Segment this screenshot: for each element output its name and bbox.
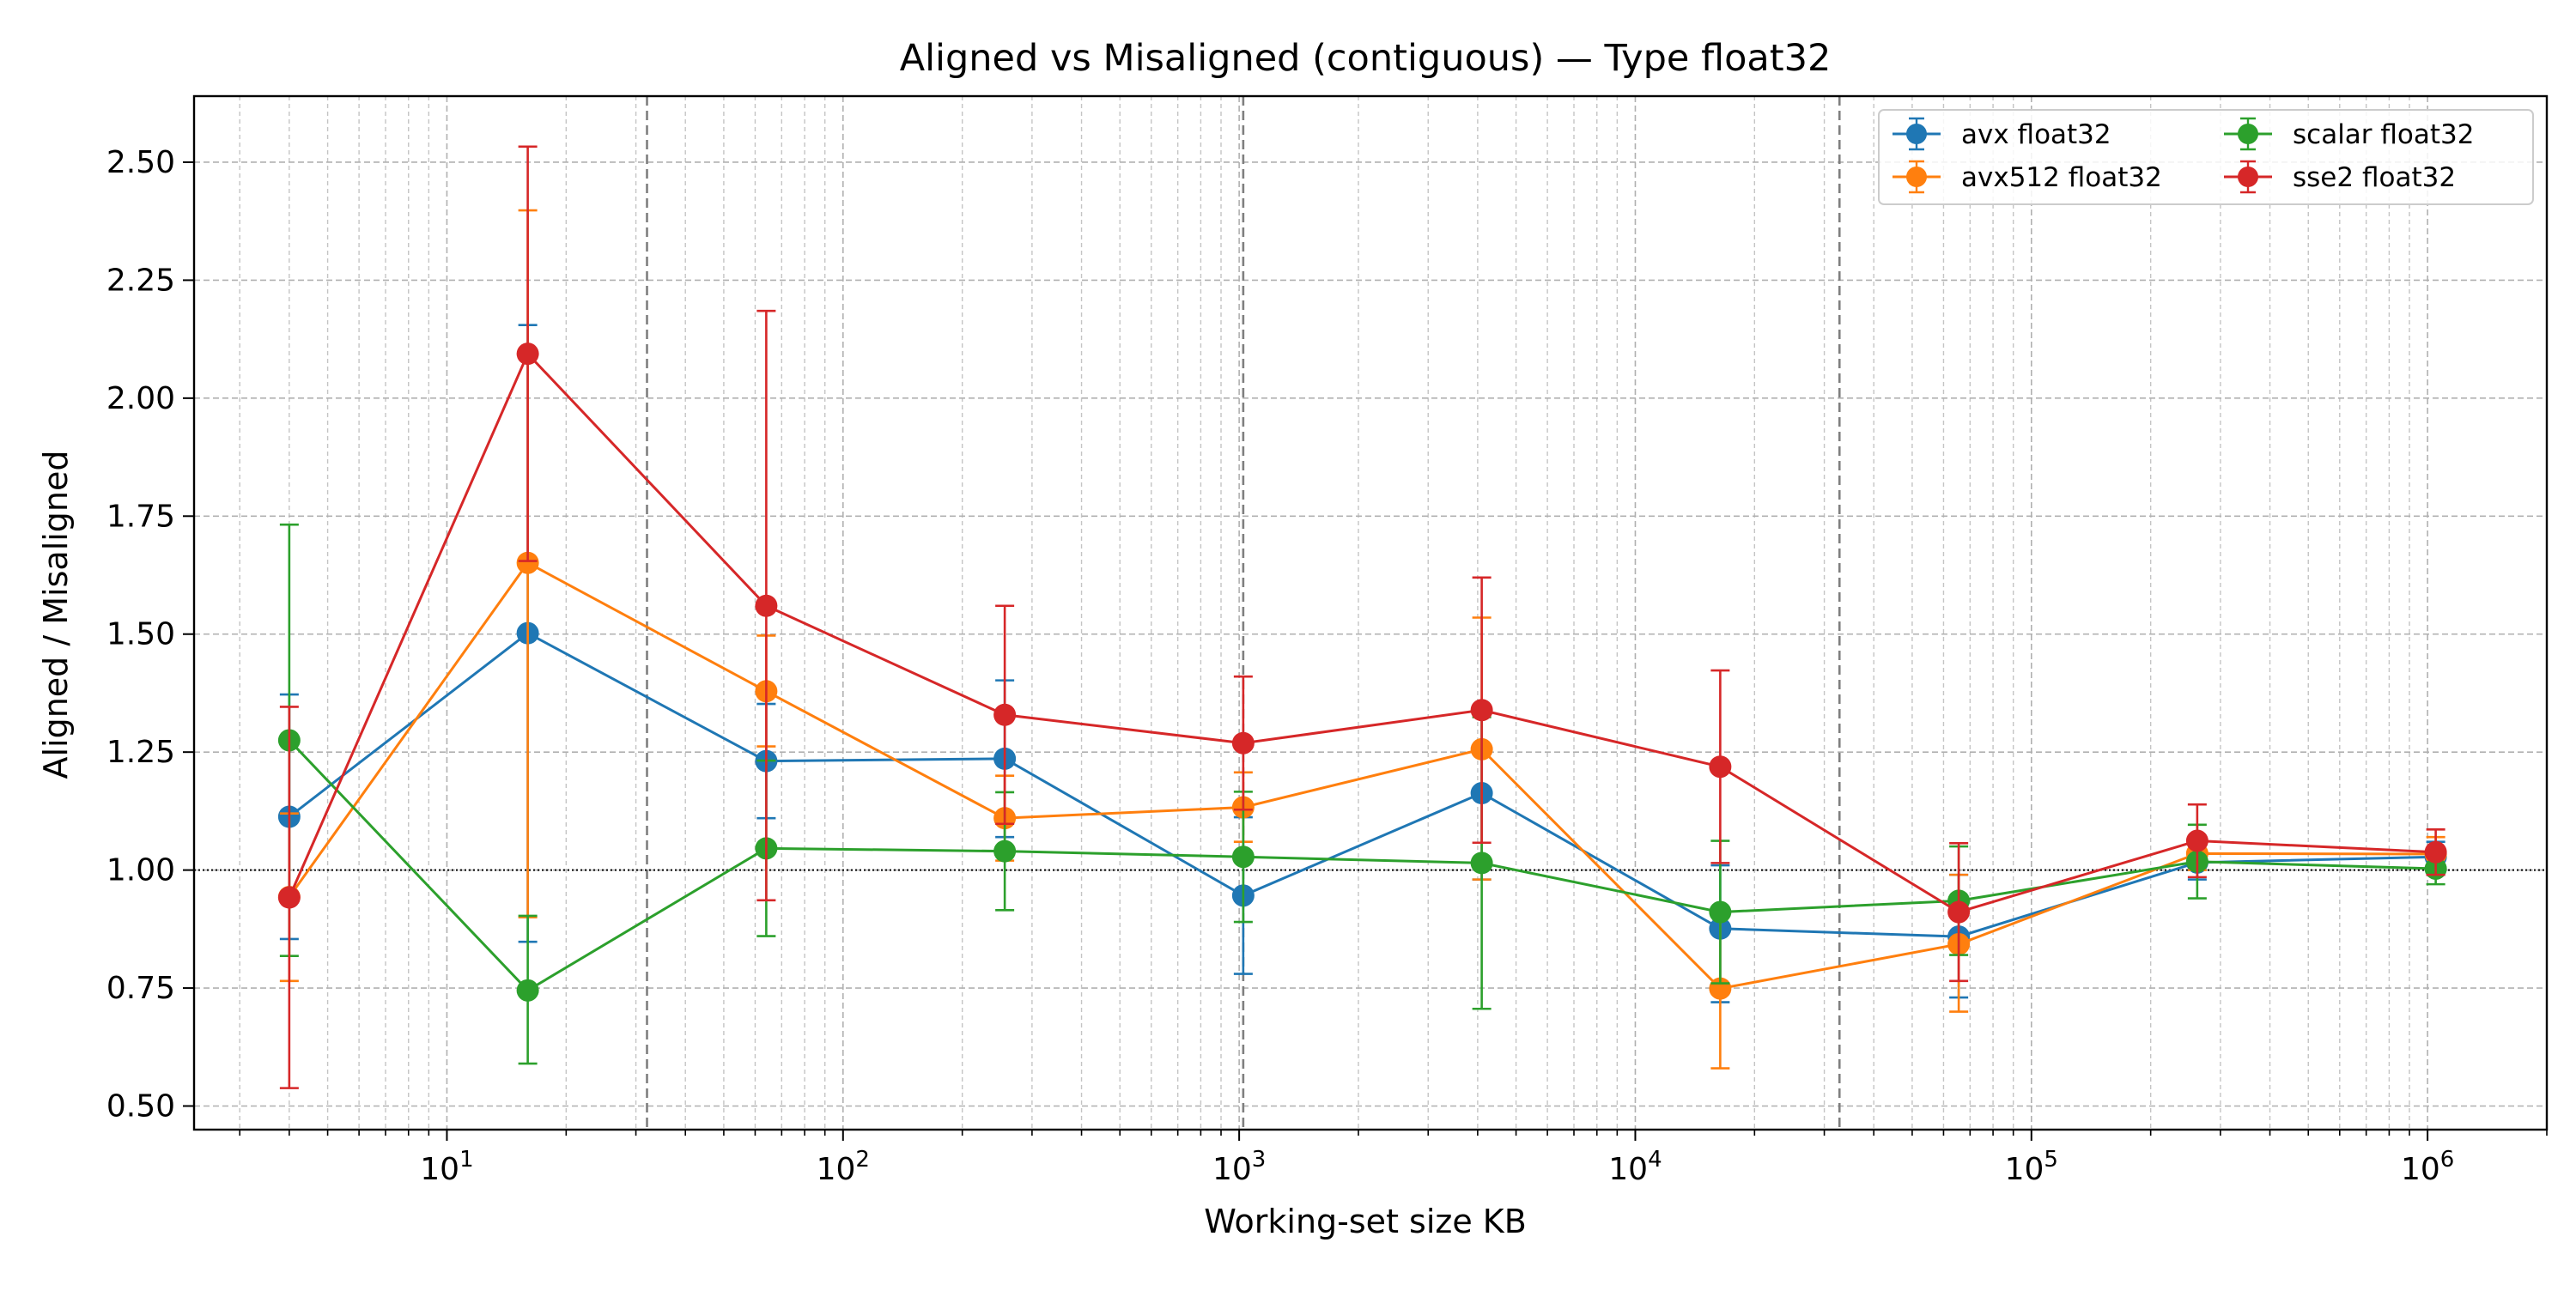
- data-point: [2424, 840, 2447, 864]
- data-point: [1470, 852, 1493, 875]
- data-point: [1470, 699, 1493, 722]
- y-tick-label: 0.50: [106, 1089, 175, 1124]
- data-point: [755, 594, 778, 617]
- legend-entry: scalar float32: [2224, 117, 2475, 151]
- series-layer: [277, 145, 2447, 1089]
- legend-box: [1878, 109, 2534, 205]
- y-tick-label: 2.50: [106, 145, 175, 180]
- legend-swatch-marker: [2238, 124, 2258, 144]
- series-line: [288, 351, 2436, 914]
- data-point: [993, 703, 1017, 726]
- legend-entry: avx512 float32: [1893, 160, 2162, 194]
- x-tick-label: 101: [420, 1147, 473, 1187]
- chart-title: Aligned vs Misaligned (contiguous) — Typ…: [900, 37, 1832, 80]
- x-tick-label: 105: [2005, 1147, 2058, 1187]
- y-tick-label: 2.00: [106, 381, 175, 416]
- plot-frame: [192, 94, 2549, 1131]
- data-point: [993, 839, 1017, 863]
- data-point: [1709, 900, 1732, 924]
- legend-label: scalar float32: [2293, 119, 2475, 150]
- legend-label: avx512 float32: [1961, 162, 2162, 193]
- series-line: [288, 739, 2436, 992]
- series-sse2-float32: [277, 145, 2447, 1089]
- legend-entry: avx float32: [1893, 117, 2111, 151]
- data-point: [516, 979, 539, 1002]
- data-point: [516, 551, 539, 574]
- y-tick-label: 1.25: [106, 735, 175, 770]
- x-tick-label: 103: [1212, 1147, 1266, 1187]
- series-line: [288, 561, 2436, 991]
- y-tick-label: 1.75: [106, 499, 175, 534]
- y-tick-label: 1.00: [106, 853, 175, 888]
- legend-swatch-marker: [2238, 167, 2258, 187]
- tick-labels: 101 102 103 104 105 106 0.50 0.75 1.00 1.25 1.50 1.…: [106, 145, 2454, 1187]
- legend-swatch-marker: [1906, 124, 1927, 144]
- legend: avx float32 avx512 float32 scalar float32 s…: [1878, 109, 2534, 205]
- data-point: [516, 342, 539, 366]
- data-point: [1231, 846, 1255, 869]
- data-point: [1947, 900, 1971, 924]
- data-point: [1709, 755, 1732, 779]
- data-point: [1231, 731, 1255, 755]
- legend-label: avx float32: [1961, 119, 2111, 150]
- x-tick-label: 102: [817, 1147, 870, 1187]
- minor-gridlines: [239, 96, 2548, 1130]
- legend-label: sse2 float32: [2293, 162, 2456, 193]
- y-tick-label: 0.75: [106, 971, 175, 1006]
- x-axis-label: Working-set size KB: [1204, 1203, 1527, 1240]
- legend-entry: sse2 float32: [2224, 160, 2456, 194]
- y-tick-label: 1.50: [106, 617, 175, 652]
- axis-ticks: [183, 161, 2548, 1141]
- x-tick-label: 106: [2401, 1147, 2454, 1187]
- data-point: [2185, 829, 2208, 852]
- y-axis-label: Aligned / Misaligned: [37, 450, 75, 779]
- legend-swatch-marker: [1906, 167, 1927, 187]
- y-tick-label: 2.25: [106, 263, 175, 298]
- x-tick-label: 104: [1608, 1147, 1662, 1187]
- data-point: [277, 886, 301, 909]
